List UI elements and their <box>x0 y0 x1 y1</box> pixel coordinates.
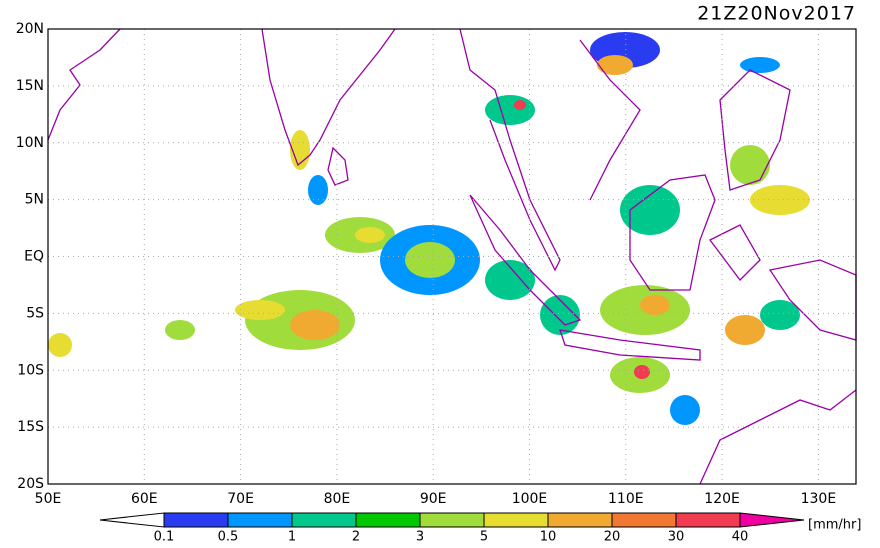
colorbar-label: 2 <box>352 530 360 545</box>
colorbar-segment <box>675 512 741 528</box>
colorbar-segment <box>355 512 421 528</box>
lon-label: 50E <box>35 491 62 507</box>
map-frame <box>47 28 857 485</box>
lon-label: 90E <box>420 491 447 507</box>
colorbar-label: 0.5 <box>218 530 239 545</box>
colorbar-label: 5 <box>480 530 488 545</box>
colorbar-segment <box>291 512 357 528</box>
colorbar-segment <box>163 512 229 528</box>
colorbar-label: 40 <box>732 530 749 545</box>
colorbar-segment <box>611 512 677 528</box>
lat-label: 10S <box>17 362 44 378</box>
lon-label: 70E <box>227 491 254 507</box>
colorbar-label: 20 <box>604 530 621 545</box>
coastlines <box>47 28 857 485</box>
lat-label: 5N <box>25 192 44 208</box>
colorbar-segment <box>547 512 613 528</box>
colorbar-label: 3 <box>416 530 424 545</box>
lat-label: EQ <box>24 249 44 265</box>
lon-label: 130E <box>801 491 837 507</box>
lon-label: 60E <box>131 491 158 507</box>
lon-label: 100E <box>512 491 548 507</box>
lat-label: 5S <box>26 305 44 321</box>
colorbar-label: 10 <box>540 530 557 545</box>
colorbar-segment <box>483 512 549 528</box>
colorbar-segment <box>419 512 485 528</box>
lat-label: 10N <box>16 135 44 151</box>
lat-label: 15N <box>16 78 44 94</box>
colorbar-unit: [mm/hr] <box>808 518 861 533</box>
colorbar-label: 30 <box>668 530 685 545</box>
colorbar-arrow <box>739 512 805 528</box>
colorbar: 0.1 0.5 1 2 3 5 10 20 30 40 [mm/hr] <box>99 512 861 545</box>
map-title: 21Z20Nov2017 <box>697 3 856 25</box>
graticule <box>48 29 856 484</box>
lon-label: 80E <box>324 491 351 507</box>
colorbar-label: 1 <box>288 530 296 545</box>
colorbar-arrow <box>99 512 165 528</box>
colorbar-label: 0.1 <box>154 530 175 545</box>
lat-label: 20N <box>16 21 44 37</box>
lon-label: 110E <box>608 491 644 507</box>
lat-label: 15S <box>17 419 44 435</box>
lat-label: 20S <box>17 476 44 492</box>
colorbar-segment <box>227 512 293 528</box>
lon-label: 120E <box>704 491 740 507</box>
rain-areas <box>48 32 810 425</box>
